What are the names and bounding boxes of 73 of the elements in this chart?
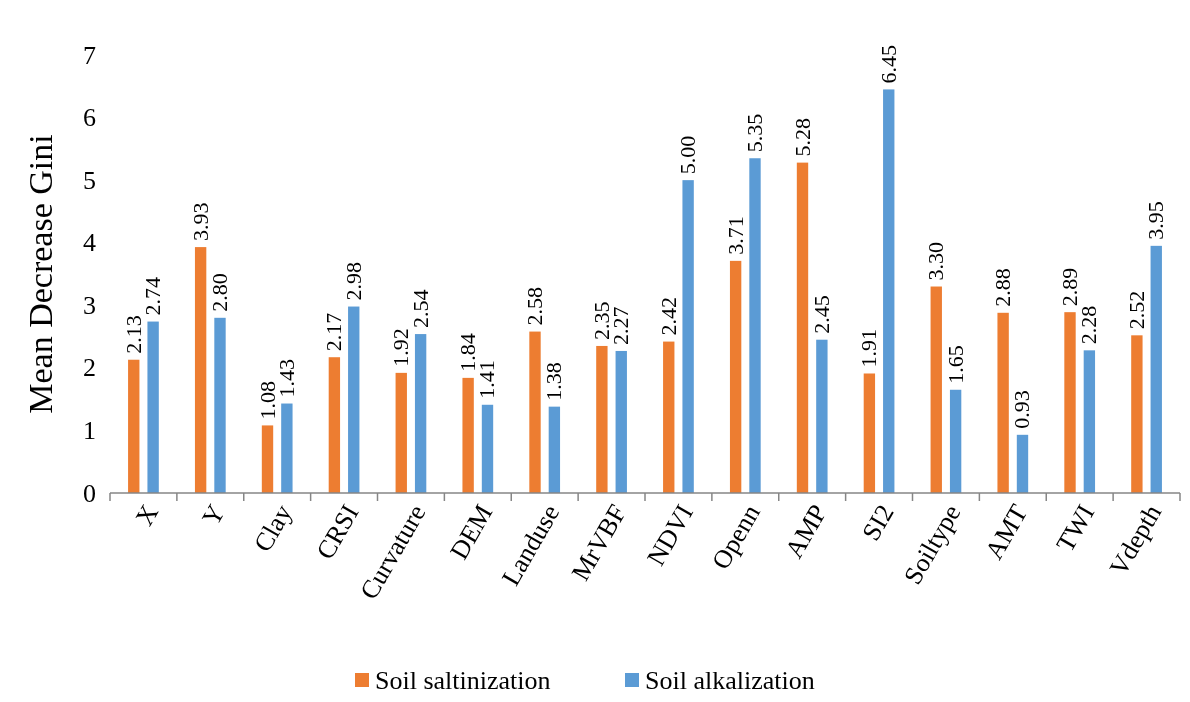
data-label: 2.89 — [1057, 267, 1082, 307]
bar — [1016, 434, 1029, 493]
y-tick-label: 4 — [83, 228, 96, 258]
data-label: 1.92 — [388, 328, 414, 367]
bar — [796, 162, 809, 493]
data-label: 1.08 — [254, 380, 280, 420]
bar — [147, 321, 159, 493]
data-label: 5.28 — [789, 118, 815, 157]
bar — [663, 341, 675, 493]
bar — [194, 247, 207, 493]
bar — [261, 425, 274, 493]
y-tick-label: 7 — [83, 40, 96, 70]
y-tick-label: 5 — [83, 165, 96, 195]
bar — [281, 403, 293, 493]
bar — [128, 359, 140, 493]
bar — [414, 334, 427, 493]
legend-label: Soil alkalization — [645, 665, 815, 695]
bar — [749, 158, 761, 493]
data-label: 2.98 — [340, 262, 366, 301]
bar — [1064, 312, 1076, 493]
data-label: 3.95 — [1143, 201, 1169, 240]
data-label: 1.38 — [541, 362, 567, 401]
data-label: 3.71 — [722, 216, 748, 255]
y-axis-title: Mean Decrease Gini — [21, 134, 59, 414]
data-label: 2.74 — [140, 277, 166, 316]
bar — [615, 350, 627, 493]
bar — [1150, 245, 1162, 493]
bar — [1131, 335, 1143, 493]
data-label: 2.13 — [120, 315, 146, 354]
data-label: 2.17 — [321, 312, 347, 352]
x-tick-label: Y — [196, 499, 231, 531]
data-label: 2.28 — [1076, 305, 1102, 345]
x-tick-label: X — [129, 499, 165, 531]
data-label: 6.45 — [875, 44, 901, 84]
data-label: 3.30 — [923, 242, 949, 281]
y-tick-label: 0 — [83, 478, 96, 508]
bar — [462, 377, 474, 493]
bar — [1083, 350, 1096, 493]
bar — [682, 180, 694, 493]
y-tick-label: 1 — [83, 415, 96, 445]
y-tick-label: 2 — [83, 353, 96, 383]
data-label: 2.54 — [407, 289, 433, 329]
bar — [548, 406, 561, 493]
data-label: 5.00 — [675, 135, 701, 175]
bar — [863, 373, 876, 493]
bar — [596, 345, 608, 493]
bar — [481, 404, 494, 493]
bar — [883, 89, 895, 493]
data-label: 2.80 — [207, 273, 232, 312]
bar — [997, 312, 1009, 493]
data-label: 2.88 — [990, 268, 1016, 307]
bar — [930, 286, 942, 493]
bar — [214, 317, 226, 493]
data-label: 1.91 — [856, 328, 882, 368]
data-label: 1.65 — [942, 345, 968, 384]
data-label: 2.45 — [808, 295, 834, 334]
data-label: 0.93 — [1009, 390, 1035, 429]
bar — [328, 357, 341, 493]
data-label: 2.52 — [1123, 290, 1149, 330]
y-tick-label: 3 — [83, 290, 96, 320]
bar — [348, 306, 360, 493]
x-tick-label: SI2 — [856, 499, 900, 546]
bar — [949, 389, 962, 493]
bar — [529, 331, 541, 493]
y-tick-label: 6 — [83, 103, 96, 133]
data-label: 3.93 — [187, 202, 213, 242]
bar — [729, 260, 742, 493]
data-label: 2.58 — [522, 287, 547, 326]
bar — [395, 372, 407, 493]
bar — [816, 339, 828, 493]
legend-label: Soil saltinization — [375, 665, 551, 695]
data-label: 2.42 — [655, 297, 681, 336]
data-label: 5.35 — [742, 113, 767, 153]
